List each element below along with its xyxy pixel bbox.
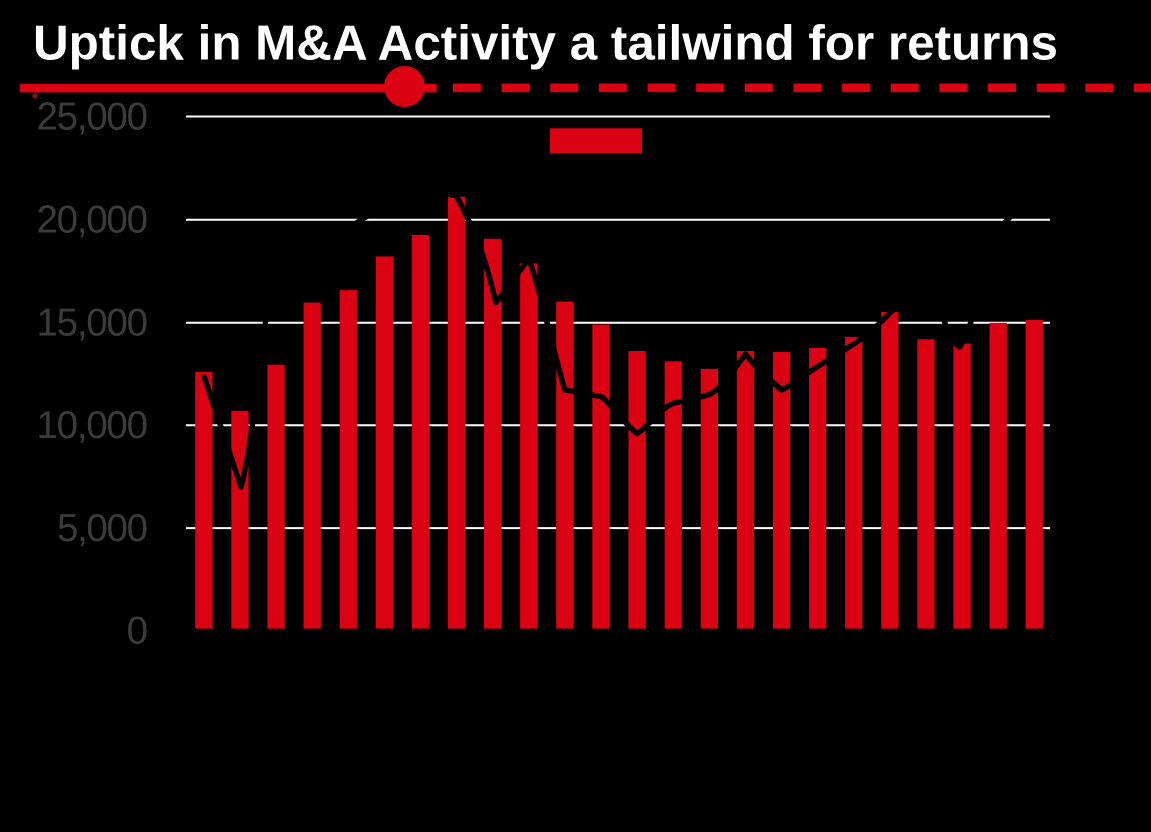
svg-text:0: 0 xyxy=(127,609,148,652)
svg-text:15,000: 15,000 xyxy=(37,302,149,345)
svg-text:25,000: 25,000 xyxy=(37,96,149,139)
svg-text:5,000: 5,000 xyxy=(57,507,148,550)
svg-text:20,000: 20,000 xyxy=(37,199,149,242)
svg-text:10,000: 10,000 xyxy=(37,404,149,447)
svg-text:Uptick in M&A Activity a tailw: Uptick in M&A Activity a tailwind for re… xyxy=(33,17,1058,71)
